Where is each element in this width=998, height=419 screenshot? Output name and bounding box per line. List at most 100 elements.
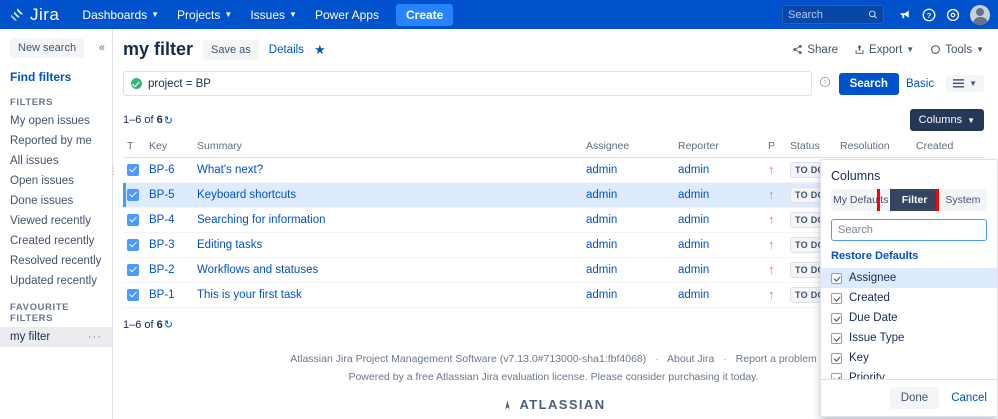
columns-button[interactable]: Columns ▼ <box>909 109 984 131</box>
more-options-icon[interactable]: ··· <box>88 331 102 343</box>
issue-reporter[interactable]: admin <box>674 232 764 258</box>
column-option-issue-type[interactable]: Issue Type <box>821 328 997 348</box>
issue-key-link[interactable]: BP-3 <box>145 232 193 258</box>
issue-summary-link[interactable]: This is your first task <box>193 282 582 308</box>
issue-key-link[interactable]: BP-2 <box>145 257 193 283</box>
sidebar-item-done-issues[interactable]: Done issues <box>0 191 112 211</box>
issue-summary-link[interactable]: Searching for information <box>193 207 582 233</box>
issue-assignee[interactable]: admin <box>582 207 674 233</box>
jql-input-box[interactable]: project = BP <box>123 71 812 96</box>
checkbox-icon[interactable] <box>831 372 842 379</box>
favourite-star-icon[interactable]: ★ <box>313 41 326 57</box>
row-checkbox[interactable] <box>127 263 139 276</box>
col-header-created[interactable]: Created <box>912 137 984 158</box>
col-header-type[interactable]: T <box>123 137 145 158</box>
issue-key-link[interactable]: BP-6 <box>145 157 193 183</box>
checkbox-icon[interactable] <box>831 312 842 324</box>
share-button[interactable]: Share <box>792 44 838 56</box>
jql-help-icon[interactable]: ? <box>819 76 831 91</box>
column-option-due-date[interactable]: Due Date <box>821 308 997 328</box>
issue-assignee[interactable]: admin <box>582 232 674 258</box>
global-search-box[interactable] <box>782 5 884 24</box>
column-option-key[interactable]: Key <box>821 348 997 368</box>
col-header-priority[interactable]: P <box>764 137 786 158</box>
details-link[interactable]: Details <box>268 43 304 56</box>
search-button[interactable]: Search <box>838 72 899 95</box>
row-checkbox-cell[interactable] <box>123 182 145 208</box>
issue-summary-link[interactable]: Keyboard shortcuts <box>193 182 582 208</box>
save-as-button[interactable]: Save as <box>203 39 259 60</box>
tools-button[interactable]: Tools ▼ <box>930 44 984 56</box>
issue-reporter[interactable]: admin <box>674 282 764 308</box>
col-header-summary[interactable]: Summary <box>193 137 582 158</box>
refresh-icon[interactable]: ↻ <box>163 319 173 331</box>
view-layout-toggle[interactable]: ▼ <box>946 75 984 92</box>
issue-reporter[interactable]: admin <box>674 257 764 283</box>
issue-summary-link[interactable]: What's next? <box>193 157 582 183</box>
find-filters-link[interactable]: Find filters <box>10 70 72 84</box>
basic-mode-link[interactable]: Basic <box>905 77 935 90</box>
tab-my-defaults[interactable]: My Defaults <box>833 194 889 206</box>
col-header-reporter[interactable]: Reporter <box>674 137 764 158</box>
issue-key-link[interactable]: BP-4 <box>145 207 193 233</box>
sidebar-item-my-filter[interactable]: my filter ··· <box>0 327 112 347</box>
row-checkbox[interactable] <box>127 163 139 176</box>
issue-assignee[interactable]: admin <box>582 157 674 183</box>
col-header-resolution[interactable]: Resolution <box>836 137 912 158</box>
row-checkbox[interactable] <box>127 188 139 201</box>
report-problem-link[interactable]: Report a problem <box>735 353 817 365</box>
sidebar-item-open-issues[interactable]: Open issues <box>0 171 112 191</box>
nav-item-projects[interactable]: Projects ▼ <box>168 0 241 29</box>
megaphone-icon[interactable] <box>894 4 916 26</box>
row-checkbox[interactable] <box>127 213 139 226</box>
collapse-sidebar-icon[interactable]: « <box>98 42 105 54</box>
nav-item-issues[interactable]: Issues ▼ <box>241 0 306 29</box>
row-checkbox-cell[interactable] <box>123 157 145 183</box>
settings-gear-icon[interactable] <box>942 4 964 26</box>
sidebar-item-updated-recently[interactable]: Updated recently <box>0 271 112 291</box>
nav-item-power-apps[interactable]: Power Apps <box>306 0 388 29</box>
columns-search-input[interactable] <box>838 224 980 236</box>
sidebar-item-created-recently[interactable]: Created recently <box>0 231 112 251</box>
cancel-link[interactable]: Cancel <box>951 392 987 404</box>
issue-summary-link[interactable]: Workflows and statuses <box>193 257 582 283</box>
issue-key-link[interactable]: BP-1 <box>145 282 193 308</box>
nav-item-dashboards[interactable]: Dashboards ▼ <box>73 0 168 29</box>
issue-assignee[interactable]: admin <box>582 282 674 308</box>
issue-reporter[interactable]: admin <box>674 182 764 208</box>
checkbox-icon[interactable] <box>831 332 842 344</box>
sidebar-item-viewed-recently[interactable]: Viewed recently <box>0 211 112 231</box>
jira-logo[interactable]: Jira <box>10 6 59 23</box>
column-option-priority[interactable]: Priority <box>821 368 997 379</box>
row-checkbox-cell[interactable] <box>123 257 145 283</box>
create-button[interactable]: Create <box>395 3 454 26</box>
checkbox-icon[interactable] <box>831 352 842 364</box>
restore-defaults-link[interactable]: Restore Defaults <box>831 250 919 262</box>
new-search-button[interactable]: New search <box>10 38 85 58</box>
column-option-created[interactable]: Created <box>821 288 997 308</box>
refresh-icon[interactable]: ↻ <box>163 114 173 127</box>
issue-reporter[interactable]: admin <box>674 207 764 233</box>
done-button[interactable]: Done <box>889 387 940 409</box>
tab-filter[interactable]: Filter <box>890 189 939 211</box>
help-icon[interactable]: ? <box>918 4 940 26</box>
row-checkbox-cell[interactable] <box>123 282 145 308</box>
sidebar-item-all-issues[interactable]: All issues <box>0 151 112 171</box>
sidebar-item-resolved-recently[interactable]: Resolved recently <box>0 251 112 271</box>
column-option-assignee[interactable]: Assignee <box>821 268 997 288</box>
row-checkbox[interactable] <box>127 238 139 251</box>
col-header-assignee[interactable]: Assignee <box>582 137 674 158</box>
sidebar-resize-handle[interactable]: ⋮ <box>109 166 118 176</box>
sidebar-item-my-open-issues[interactable]: My open issues <box>0 111 112 131</box>
export-button[interactable]: Export ▼ <box>854 44 914 56</box>
row-checkbox[interactable] <box>127 288 139 301</box>
global-search-input[interactable] <box>788 8 869 21</box>
checkbox-icon[interactable] <box>831 272 842 284</box>
issue-reporter[interactable]: admin <box>674 157 764 183</box>
checkbox-icon[interactable] <box>831 292 842 304</box>
sidebar-item-reported-by-me[interactable]: Reported by me <box>0 131 112 151</box>
row-checkbox-cell[interactable] <box>123 207 145 233</box>
issue-summary-link[interactable]: Editing tasks <box>193 232 582 258</box>
col-header-key[interactable]: Key <box>145 137 193 158</box>
issue-key-link[interactable]: BP-5 <box>145 182 193 208</box>
